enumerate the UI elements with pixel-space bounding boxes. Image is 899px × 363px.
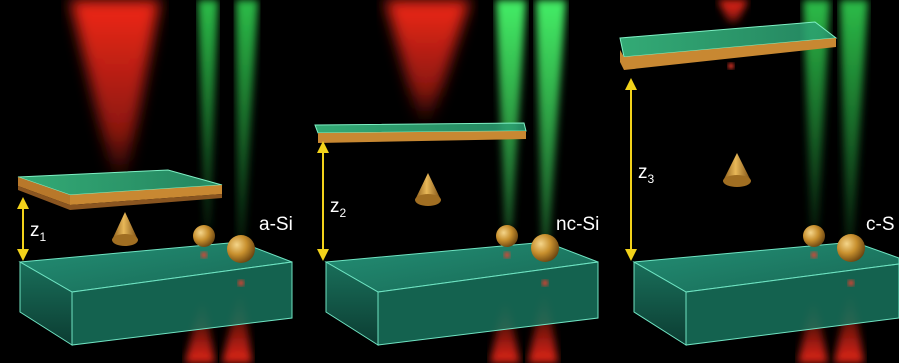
panel-3: z3 c-S — [619, 0, 899, 363]
green-emission-beam — [536, 0, 566, 240]
gold-sphere-icon — [227, 235, 255, 263]
material-label: c-S — [866, 214, 895, 235]
gold-sphere-icon — [531, 234, 559, 262]
red-excitation-beam — [70, 0, 160, 185]
panel-divider — [303, 0, 306, 363]
gold-tip-icon — [112, 212, 138, 240]
gold-sphere-icon — [193, 225, 215, 247]
probe-plate — [619, 21, 838, 70]
red-excitation-beam — [385, 0, 470, 125]
red-transmitted-beam — [490, 300, 520, 363]
green-emission-beam — [803, 0, 830, 228]
gold-sphere-icon — [803, 225, 825, 247]
red-transmitted-beam — [798, 300, 828, 363]
red-transmitted-beam — [834, 292, 864, 363]
gold-tip-icon — [723, 175, 751, 187]
green-emission-beam — [840, 0, 868, 240]
green-emission-beam — [236, 0, 258, 240]
glass-substrate — [632, 241, 899, 346]
green-emission-beam — [496, 0, 526, 228]
panel-1: z1 a-Si — [17, 0, 293, 363]
glass-substrate — [18, 241, 293, 346]
distance-label: z1 — [30, 220, 47, 244]
gold-tip-icon — [415, 173, 441, 200]
gold-sphere-icon — [496, 225, 518, 247]
gold-tip-icon — [415, 194, 441, 206]
probe-plate — [314, 122, 527, 143]
probe-plate — [17, 169, 223, 210]
red-transmitted-beam — [528, 292, 558, 363]
gold-sphere-icon — [837, 234, 865, 262]
red-excitation-beam — [718, 0, 748, 25]
material-label: nc-Si — [556, 214, 599, 235]
distance-label: z2 — [330, 196, 347, 220]
panel-divider — [608, 0, 611, 363]
green-emission-beam — [198, 0, 218, 228]
gold-tip-icon — [723, 153, 751, 181]
distance-label: z3 — [638, 162, 655, 186]
material-label: a-Si — [259, 214, 293, 235]
gold-tip-icon — [112, 234, 138, 246]
panel-2: z2 nc-Si — [314, 0, 599, 363]
